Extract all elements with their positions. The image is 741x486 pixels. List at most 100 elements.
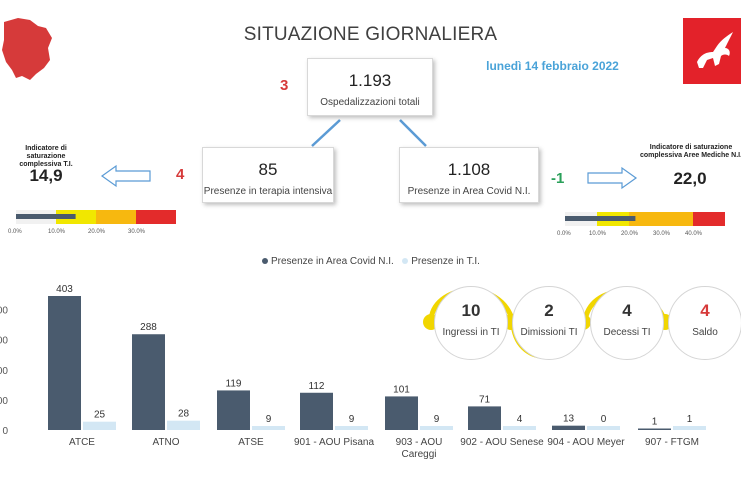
gauge-tick-label: 10.0% <box>589 231 607 237</box>
flow-item-dimissioni: 2 Dimissioni TI <box>512 286 586 360</box>
covid-area-delta: -1 <box>551 170 565 187</box>
gauge-segment <box>96 210 136 224</box>
x-category-label: 904 - AOU Meyer <box>547 437 625 448</box>
legend-dark-swatch <box>262 258 268 265</box>
covid-area-value: 1.108 <box>447 160 491 179</box>
x-category-label: ATNO <box>152 437 179 448</box>
flow-item-ingressi: 10 Ingressi in TI <box>434 286 508 360</box>
bar-ti-value: 25 <box>94 410 106 421</box>
flow-item-decessi: 4 Decessi TI <box>590 286 664 360</box>
bar-covid-value: 119 <box>226 378 242 389</box>
legend-ti-label: Presenze in T.I. <box>411 256 480 267</box>
bar-ti-value: 9 <box>434 414 440 425</box>
total-hospitalizations-box: 1.193 Ospedalizzazioni totali <box>307 58 433 116</box>
right-saturation-gauge <box>565 212 725 226</box>
gauge-tick-label: 0.0% <box>8 229 22 235</box>
left-saturation-gauge <box>16 210 176 224</box>
gauge-tick-label: 20.0% <box>88 229 106 235</box>
gauge-level-bar <box>16 214 76 219</box>
gauge-tick-label: 20.0% <box>621 231 639 237</box>
flow-saldo-label: Saldo <box>692 327 718 338</box>
bar-ti-value: 28 <box>178 409 190 420</box>
gauge-tick-label: 30.0% <box>128 229 146 235</box>
gauge-segment <box>693 212 725 226</box>
tree-connectors <box>311 119 427 147</box>
total-delta: 3 <box>280 77 289 94</box>
bar-covid <box>217 390 250 430</box>
left-arrow-icon <box>100 164 151 188</box>
bar-covid <box>48 296 81 430</box>
x-category-label: Careggi <box>401 449 436 460</box>
right-arrow-icon <box>587 166 638 190</box>
y-tick-label: 0 <box>2 426 8 437</box>
bar-covid <box>300 392 333 430</box>
gauge-tick-label: 10.0% <box>48 229 66 235</box>
flow-dimissioni-value: 2 <box>544 301 554 320</box>
bar-ti-value: 4 <box>517 414 523 425</box>
gauge-segment <box>629 212 661 226</box>
total-hospitalizations-value: 1.193 <box>348 71 392 90</box>
bar-covid-value: 13 <box>563 414 575 425</box>
flow-dimissioni-label: Dimissioni TI <box>520 327 578 338</box>
page-title: SITUAZIONE GIORNALIERA <box>243 24 498 45</box>
flow-item-saldo: 4 Saldo <box>668 286 741 360</box>
flow-ingressi-label: Ingressi in TI <box>442 327 500 338</box>
legend-covid-label: Presenze in Area Covid N.I. <box>271 256 394 267</box>
x-category-label: ATCE <box>69 437 95 448</box>
bar-covid-value: 403 <box>56 284 73 295</box>
bar-covid-value: 101 <box>393 384 410 395</box>
chart-legend: Presenze in Area Covid N.I. Presenze in … <box>262 256 480 267</box>
pegasus-icon <box>697 32 733 68</box>
bar-covid <box>385 396 418 430</box>
gauge-segment <box>661 212 693 226</box>
gauge-tick-label: 40.0% <box>685 231 703 237</box>
bar-ti <box>167 420 200 430</box>
bar-ti <box>83 421 116 430</box>
bar-ti-value: 9 <box>266 414 272 425</box>
icu-box: 85 Presenze in terapia intensiva <box>202 147 334 203</box>
left-indicator-value: 14,9 <box>29 166 63 185</box>
flow-saldo-value: 4 <box>700 301 710 320</box>
bar-ti-value: 9 <box>349 414 355 425</box>
flow-decessi-label: Decessi TI <box>603 327 651 338</box>
bar-covid <box>468 406 501 430</box>
right-indicator-value: 22,0 <box>673 169 707 188</box>
bar-covid <box>552 425 585 430</box>
bar-ti <box>673 426 706 430</box>
y-tick-label: 200 <box>0 366 8 377</box>
x-category-label: ATSE <box>238 437 264 448</box>
y-tick-label: 400 <box>0 306 8 317</box>
bar-covid-value: 288 <box>140 322 157 333</box>
gauge-level-bar <box>565 216 636 221</box>
bar-ti <box>503 426 536 430</box>
flow-decessi-value: 4 <box>622 301 632 320</box>
bar-ti-value: 0 <box>601 414 607 425</box>
flow-ingressi-value: 10 <box>461 301 481 320</box>
x-category-label: 902 - AOU Senese <box>460 437 544 448</box>
gauge-tick-label: 0.0% <box>557 231 571 237</box>
bar-ti <box>420 426 453 430</box>
bar-ti-value: 1 <box>687 414 693 425</box>
y-tick-label: 100 <box>0 396 8 407</box>
date-label: lunedì 14 febbraio 2022 <box>486 59 619 73</box>
bar-covid-value: 112 <box>309 381 325 392</box>
y-tick-label: 300 <box>0 336 8 347</box>
bar-ti <box>252 426 285 430</box>
left-indicator-label: Indicatore di saturazione complessiva T.… <box>19 145 73 168</box>
gauge-tick-label: 30.0% <box>653 231 671 237</box>
regional-flag <box>683 18 741 84</box>
x-category-label: 903 - AOU <box>396 437 443 448</box>
right-indicator-label: Indicatore di saturazione complessiva Ar… <box>639 144 741 159</box>
x-category-label: 907 - FTGM <box>645 437 699 448</box>
legend-light-swatch <box>402 258 409 265</box>
bar-covid-value: 71 <box>479 394 491 405</box>
gauge-segment <box>136 210 176 224</box>
icu-label: Presenze in terapia intensiva <box>203 186 333 197</box>
covid-area-box: 1.108 Presenze in Area Covid N.I. <box>399 147 539 203</box>
gauge-segment <box>56 210 96 224</box>
bar-covid <box>132 334 165 430</box>
bar-covid-value: 1 <box>652 417 658 428</box>
bar-ti <box>335 426 368 430</box>
bar-covid <box>638 428 671 430</box>
icu-delta: 4 <box>176 166 185 183</box>
